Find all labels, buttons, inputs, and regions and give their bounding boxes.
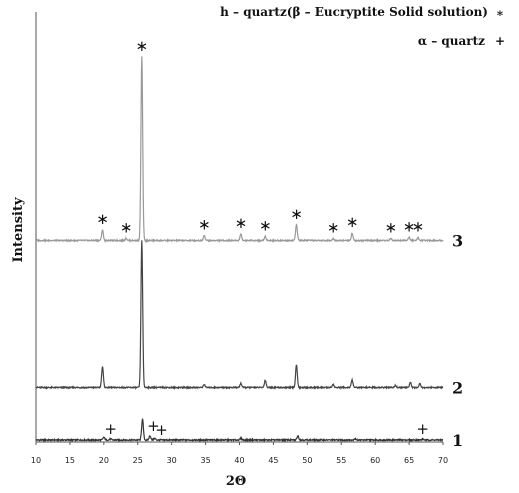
y-axis-title: Intensity <box>11 197 26 263</box>
x-tick-label: 20 <box>99 456 109 465</box>
x-tick-label: 10 <box>31 456 41 465</box>
h-quartz-marker: ∗ <box>120 218 133 236</box>
legend-symbol-alpha-quartz: + <box>495 34 505 48</box>
series-label-1: 1 <box>452 431 463 450</box>
x-tick-label: 35 <box>200 456 210 465</box>
x-tick-label: 25 <box>133 456 143 465</box>
series-label-3: 3 <box>452 232 463 251</box>
x-tick-label: 50 <box>302 456 312 465</box>
h-quartz-marker: ∗ <box>235 214 248 232</box>
h-quartz-marker: ∗ <box>412 217 425 235</box>
x-tick-label: 45 <box>268 456 278 465</box>
legend-symbol-h-quartz: ∗ <box>496 6 504 20</box>
h-quartz-marker: ∗ <box>136 37 149 55</box>
h-quartz-marker: ∗ <box>327 218 340 236</box>
alpha-quartz-marker: + <box>155 421 168 439</box>
x-tick-label: 65 <box>404 456 414 465</box>
legend-entry-alpha-quartz: α – quartz <box>418 34 485 48</box>
h-quartz-marker: ∗ <box>96 210 109 228</box>
series-labels: 1 2 3 <box>452 232 463 451</box>
phase-markers: ∗ ∗∗∗ ∗ ∗∗∗ ∗ ∗ ∗∗+ ++ + <box>96 37 429 439</box>
xrd-traces <box>35 56 444 443</box>
trace-series-3 <box>35 56 444 244</box>
h-quartz-marker: ∗ <box>259 216 272 234</box>
legend-entry-h-quartz: h – quartz(β – Eucryptite Solid solution… <box>220 5 488 19</box>
series-label-2: 2 <box>452 379 463 398</box>
h-quartz-marker: ∗ <box>403 217 416 235</box>
trace-series-2 <box>35 240 444 391</box>
alpha-quartz-marker: + <box>147 417 160 435</box>
x-tick-label: 55 <box>336 456 346 465</box>
trace-series-1 <box>35 418 443 443</box>
x-tick-label: 40 <box>234 456 244 465</box>
h-quartz-marker: ∗ <box>384 218 397 236</box>
h-quartz-marker: ∗ <box>198 215 211 233</box>
x-axis-ticks: 10 15 20 25 30 35 40 45 50 55 60 65 70 <box>31 442 448 465</box>
alpha-quartz-marker: + <box>104 420 117 438</box>
alpha-quartz-marker: + <box>416 420 429 438</box>
x-axis-title: 2Θ <box>226 474 246 489</box>
x-tick-label: 15 <box>65 456 75 465</box>
x-tick-label: 60 <box>370 456 380 465</box>
h-quartz-marker: ∗ <box>346 213 359 231</box>
legend: h – quartz(β – Eucryptite Solid solution… <box>220 5 505 48</box>
x-tick-label: 30 <box>167 456 177 465</box>
x-tick-label: 70 <box>438 456 448 465</box>
h-quartz-marker: ∗ <box>290 205 303 223</box>
